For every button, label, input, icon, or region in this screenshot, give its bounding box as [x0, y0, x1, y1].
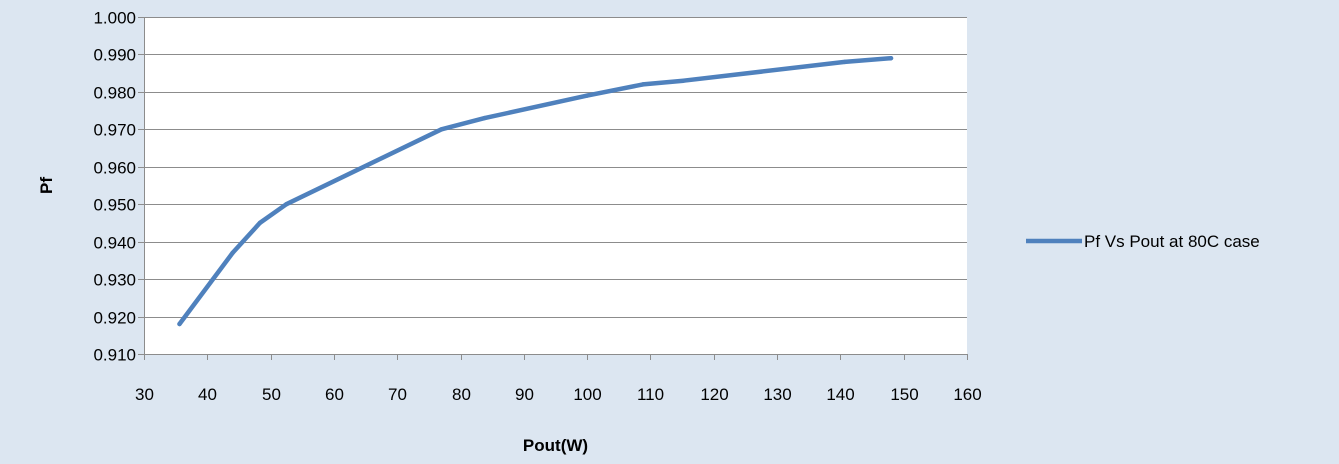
- y-tick-label-6: 0.970: [93, 121, 136, 140]
- y-tick-label-7: 0.980: [93, 84, 136, 103]
- x-tick-label-10: 130: [763, 385, 791, 404]
- x-tick-label-8: 110: [637, 385, 664, 404]
- x-tick-label-5: 80: [452, 385, 471, 404]
- x-tick-label-11: 140: [826, 385, 854, 404]
- gridlines: [144, 17, 967, 318]
- series-lines: [177, 55, 894, 327]
- legend: Pf Vs Pout at 80C case: [1026, 232, 1260, 251]
- y-axis-title: Pf: [37, 177, 56, 194]
- x-tick-labels: 30 40 50 60 70 80 90 100 110 120 130 140 150 160: [135, 385, 982, 404]
- plot-background: [144, 17, 967, 354]
- y-tick-label-9: 1.000: [93, 9, 136, 28]
- axes: [138, 17, 968, 360]
- y-tick-label-2: 0.930: [93, 271, 136, 290]
- x-axis-title: Pout(W): [523, 436, 588, 455]
- data-point-0-5: [482, 115, 487, 121]
- y-tick-label-4: 0.950: [93, 196, 136, 215]
- x-tick-label-9: 120: [700, 385, 728, 404]
- x-tick-label-0: 30: [135, 385, 154, 404]
- data-point-0-4: [439, 127, 444, 132]
- y-tick-label-1: 0.920: [93, 309, 136, 328]
- data-point-0-3: [284, 202, 289, 207]
- data-point-0-0: [177, 321, 182, 327]
- x-tick-label-6: 90: [515, 385, 534, 404]
- data-point-0-10: [888, 56, 894, 61]
- x-tick-label-2: 50: [262, 385, 281, 404]
- legend-label-0: Pf Vs Pout at 80C case: [1084, 232, 1260, 251]
- y-tick-label-8: 0.990: [93, 46, 136, 65]
- x-tick-label-12: 150: [890, 385, 918, 404]
- x-tick-label-4: 70: [388, 385, 407, 404]
- data-point-0-8: [681, 78, 686, 83]
- plot-area: [144, 17, 967, 354]
- y-tick-label-3: 0.940: [93, 234, 136, 253]
- data-point-0-2: [257, 220, 263, 226]
- data-point-0-1: [230, 250, 235, 256]
- x-tick-label-13: 160: [953, 385, 981, 404]
- x-tick-label-3: 60: [325, 385, 344, 404]
- y-tick-labels: 0.910 0.920 0.930 0.940 0.950 0.960 0.970 0.980…: [93, 9, 136, 365]
- x-tick-label-7: 100: [573, 385, 601, 404]
- y-tick-label-5: 0.960: [93, 159, 136, 178]
- data-point-0-7: [640, 82, 646, 87]
- data-point-0-6: [585, 93, 590, 98]
- data-point-0-9: [842, 59, 847, 65]
- x-tick-label-1: 40: [198, 385, 217, 404]
- y-tick-label-0: 0.910: [93, 346, 136, 365]
